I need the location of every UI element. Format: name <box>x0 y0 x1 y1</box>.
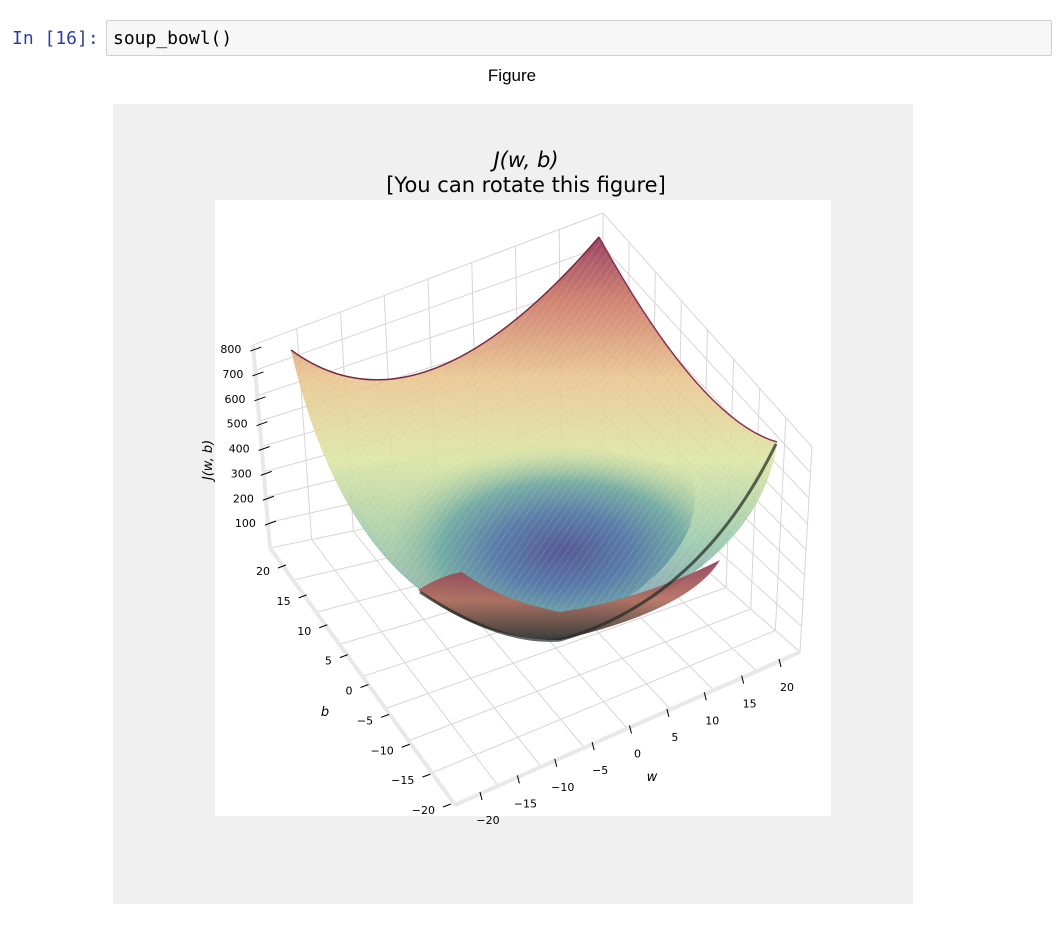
z-tick-label: 400 <box>229 443 250 456</box>
z-tick-label: 700 <box>222 368 243 381</box>
w-tick-label: 20 <box>780 681 794 694</box>
b-axis-label: b <box>321 705 329 720</box>
z-axis-label: J(w, b) <box>201 440 216 483</box>
b-tick-label: −5 <box>357 714 373 727</box>
w-tick-label: 10 <box>705 714 719 727</box>
b-tick <box>443 804 451 807</box>
b-tick-label: −20 <box>412 804 435 817</box>
b-tick <box>422 774 430 777</box>
z-tick-label: 500 <box>227 418 248 431</box>
b-tick-label: −15 <box>391 774 414 787</box>
w-tick-label: 15 <box>743 698 757 711</box>
b-tick <box>402 744 410 747</box>
w-tick-label: 5 <box>671 731 678 744</box>
b-tick-label: 20 <box>256 565 270 578</box>
b-tick-label: 0 <box>346 685 353 698</box>
b-tick <box>381 714 389 717</box>
w-tick-label: −20 <box>476 814 499 827</box>
z-tick-label: 800 <box>220 343 241 356</box>
w-tick-label: −5 <box>592 764 608 777</box>
w-tick-label: −15 <box>514 797 537 810</box>
z-tick-label: 600 <box>225 393 246 406</box>
b-tick-label: 5 <box>325 655 332 668</box>
b-tick-label: 10 <box>297 625 311 638</box>
surface <box>291 237 777 640</box>
b-tick-label: −10 <box>371 744 394 757</box>
w-tick-label: 0 <box>634 748 641 761</box>
z-tick-label: 100 <box>235 517 256 530</box>
b-tick-label: 15 <box>277 595 291 608</box>
z-tick-label: 300 <box>231 467 252 480</box>
w-tick-label: −10 <box>551 781 574 794</box>
w-axis-label: w <box>647 770 658 785</box>
w-axis-line <box>455 652 800 805</box>
z-tick-label: 200 <box>233 492 254 505</box>
